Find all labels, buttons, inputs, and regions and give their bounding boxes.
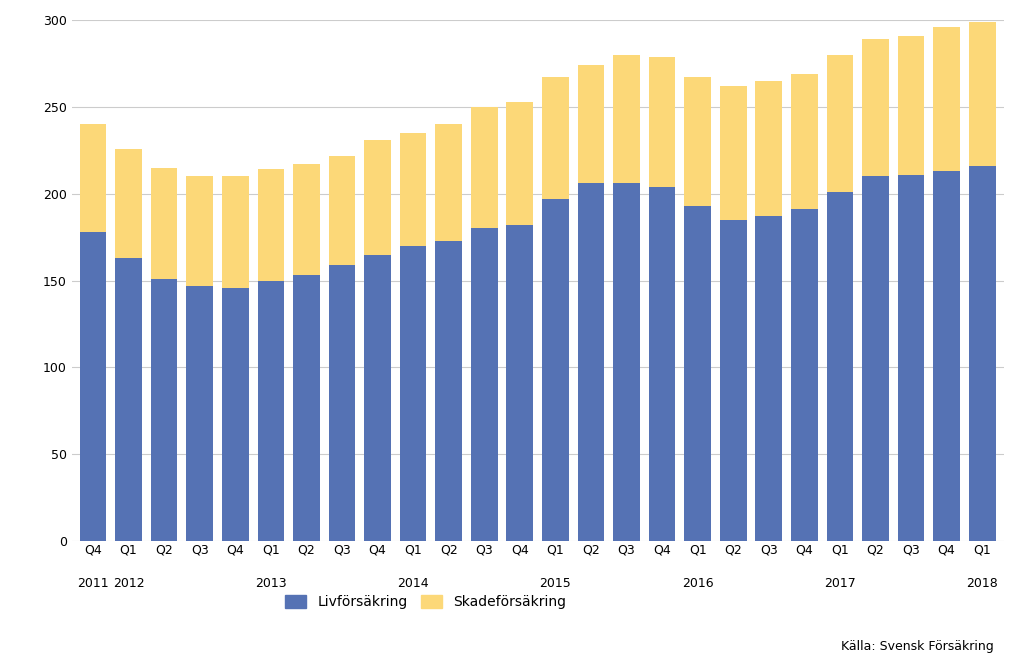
Bar [826,55,853,192]
Bar [933,171,959,541]
Text: 2011: 2011 [77,577,109,591]
Bar [116,258,142,541]
Bar [684,206,711,541]
Bar [720,86,746,220]
Legend: Livförsäkring, Skadeförsäkring: Livförsäkring, Skadeförsäkring [280,590,571,615]
Bar [435,124,462,240]
Bar [613,55,640,183]
Bar [222,176,249,287]
Bar [756,216,782,541]
Bar [933,27,959,171]
Bar [471,107,498,228]
Bar [80,232,106,541]
Bar [151,279,177,541]
Bar [684,77,711,206]
Bar [329,265,355,541]
Bar [151,168,177,279]
Bar [257,170,285,281]
Bar [222,287,249,541]
Bar [649,187,676,541]
Bar [898,174,925,541]
Bar [898,35,925,174]
Bar [116,148,142,258]
Bar [862,39,889,176]
Bar [365,140,391,255]
Bar [969,166,995,541]
Bar [507,102,534,225]
Bar [578,183,604,541]
Bar [542,199,568,541]
Bar [293,275,319,541]
Text: 2015: 2015 [540,577,571,591]
Bar [399,246,426,541]
Bar [791,209,818,541]
Text: 2017: 2017 [824,577,856,591]
Bar [471,228,498,541]
Text: 2016: 2016 [682,577,714,591]
Bar [257,281,285,541]
Bar [507,225,534,541]
Bar [186,176,213,286]
Text: 2012: 2012 [113,577,144,591]
Bar [578,65,604,183]
Bar [293,164,319,275]
Bar [542,77,568,199]
Text: Källa: Svensk Försäkring: Källa: Svensk Försäkring [841,641,993,653]
Text: 2014: 2014 [397,577,429,591]
Bar [862,176,889,541]
Bar [435,240,462,541]
Bar [649,57,676,187]
Bar [329,156,355,265]
Bar [365,255,391,541]
Text: 2018: 2018 [967,577,998,591]
Bar [80,124,106,232]
Bar [613,183,640,541]
Text: 2013: 2013 [255,577,287,591]
Bar [791,74,818,209]
Bar [720,220,746,541]
Bar [399,133,426,246]
Bar [756,81,782,216]
Bar [186,286,213,541]
Bar [969,22,995,166]
Bar [826,192,853,541]
